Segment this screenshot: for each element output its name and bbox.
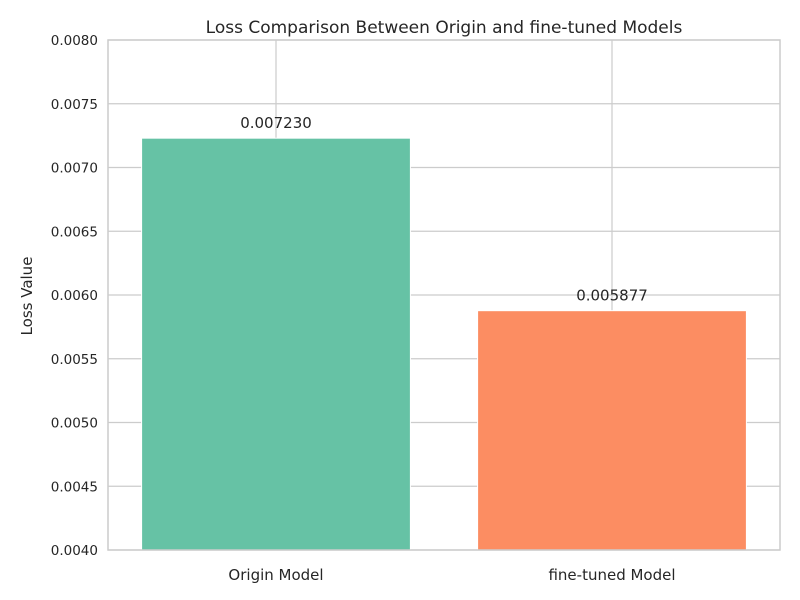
y-tick-label: 0.0045	[51, 479, 98, 495]
y-tick-label: 0.0040	[51, 543, 98, 559]
x-tick-label: fine-tuned Model	[548, 566, 675, 584]
y-tick-label: 0.0070	[51, 161, 98, 177]
bar-value-label: 0.007230	[240, 114, 312, 132]
y-tick-label: 0.0075	[51, 97, 98, 113]
x-tick-labels: Origin Model fine-tuned Model	[228, 566, 675, 584]
chart-title: Loss Comparison Between Origin and fine-…	[206, 18, 683, 38]
y-axis-label: Loss Value	[18, 257, 36, 336]
y-tick-labels: 0.0040 0.0045 0.0050 0.0055 0.0060 0.0065 0.00…	[51, 33, 98, 559]
bar-layer	[141, 137, 747, 551]
y-tick-label: 0.0060	[51, 288, 98, 304]
y-tick-label: 0.0080	[51, 33, 98, 49]
x-tick-label: Origin Model	[228, 566, 323, 584]
bar-value-label: 0.005877	[576, 287, 648, 305]
y-tick-label: 0.0050	[51, 416, 98, 432]
y-tick-label: 0.0065	[51, 224, 98, 240]
plot-frame	[107, 39, 781, 551]
y-tick-label: 0.0055	[51, 352, 98, 368]
bar-origin-model	[141, 137, 411, 551]
bar-fine-tuned-model	[477, 310, 747, 551]
data-labels: 0.007230 0.005877	[240, 114, 648, 305]
